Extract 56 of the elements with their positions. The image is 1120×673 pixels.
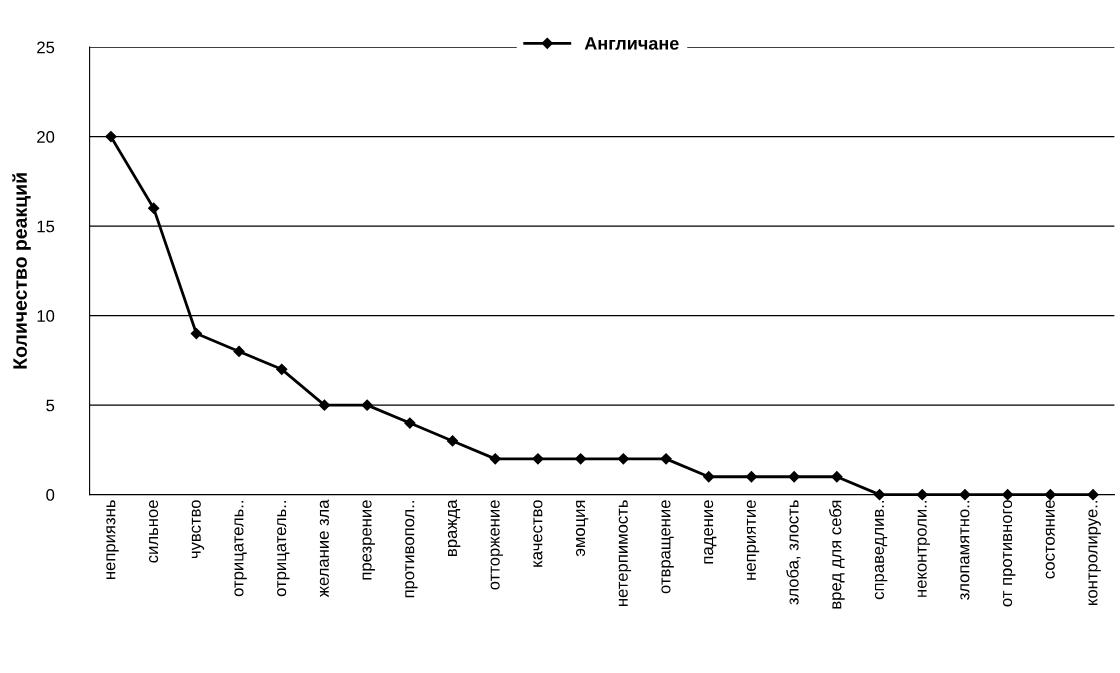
point [660,453,672,465]
point [276,363,288,375]
point [617,453,629,465]
x-tick-label: падение [704,500,717,564]
x-tick-label: состояние [1045,500,1055,579]
x-tick-label: вред для себя [829,500,845,609]
point [148,202,160,214]
point [1002,489,1014,501]
point [959,489,971,501]
x-tick-label: неприятие [746,500,760,580]
x-tick-label: нетерпимость [618,500,632,606]
x-tick-label: неприязнь [106,500,119,579]
x-tick-label: вражда [447,499,461,556]
x-tick-label: желание зла [319,499,329,598]
x-tick-label: злопамятно.. [960,501,970,600]
point [1087,489,1099,501]
point [489,453,501,465]
y-tick-label: 0 [46,489,55,501]
point [105,131,117,143]
point [532,453,544,465]
x-tick-label: отрицатель.. [234,501,247,597]
x-tick-label: отторжение [490,500,504,590]
y-axis-title: Количество реакций [12,173,31,369]
x-tick-label: эмоция [575,500,589,557]
y-tick-label: 5 [46,399,55,412]
x-tick-label: от противного [1002,500,1016,607]
point [703,471,715,483]
point [873,489,886,501]
point [318,399,331,411]
point [446,435,459,447]
point [1044,489,1056,501]
x-tick-label: отрицатель.. [277,501,290,597]
point [745,471,758,483]
x-tick-label: контролируе.. [1088,501,1101,605]
y-tick-label: 25 [37,41,55,54]
y-tick-label: 20 [37,131,55,143]
point [575,453,587,465]
y-tick-label: 10 [37,310,55,322]
x-tick-label: сильное [148,500,159,563]
x-tick-label: отвращение [661,500,674,594]
point [233,345,245,358]
point [190,327,202,340]
point [404,417,416,429]
x-tick-label: справедлив.. [874,501,888,600]
x-tick-label: презрение [362,500,375,580]
x-tick-label: злоба, злость [786,500,801,605]
x-tick-label: чувство [191,500,205,559]
legend-label: Англичане [584,37,679,50]
y-tick-label: 15 [37,220,55,233]
point [831,471,843,483]
point [916,489,928,501]
x-tick-label: неконтроли.. [917,501,931,597]
point [788,471,800,483]
x-tick-label: качество [533,500,543,567]
x-tick-label: противопол.. [405,501,418,598]
point [361,399,373,411]
